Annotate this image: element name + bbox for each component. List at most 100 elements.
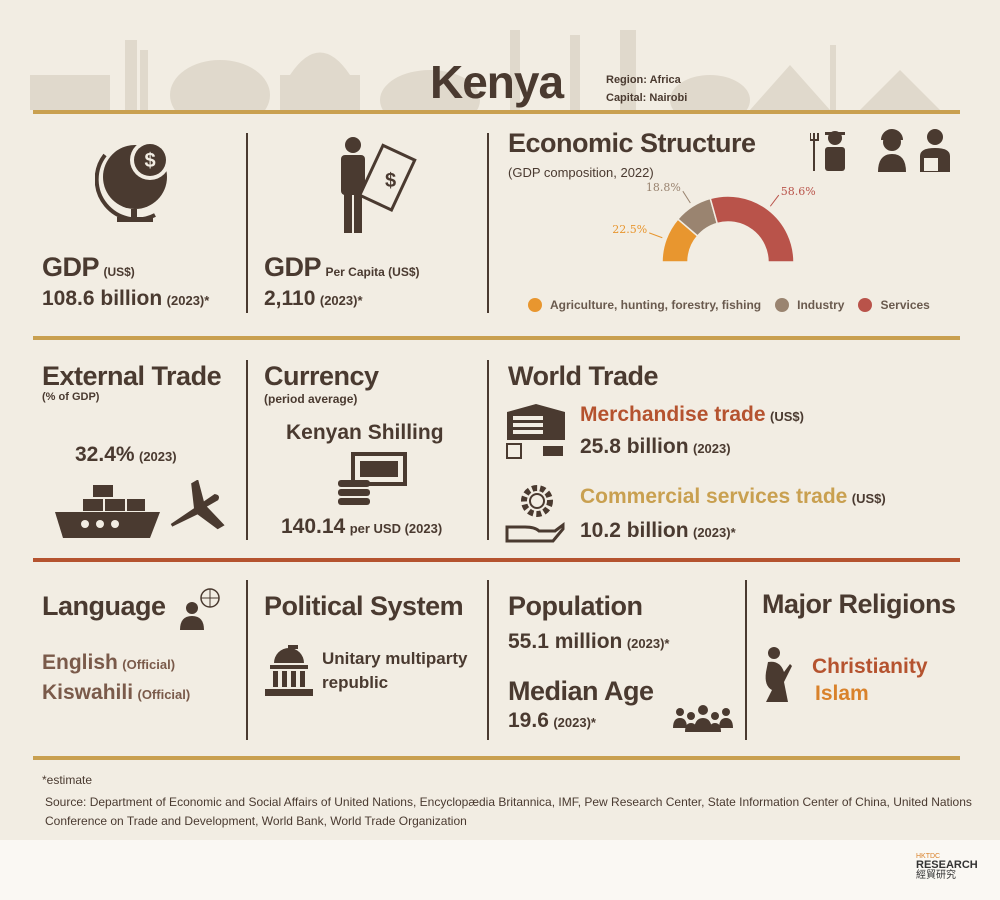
gdp-per-capita-label: GDP	[264, 252, 322, 282]
median-age-title: Median Age	[508, 676, 654, 706]
region-label: Region: Africa	[606, 74, 681, 86]
chart-legend: Agriculture, hunting, forestry, fishing …	[528, 298, 930, 312]
globe-dollar-icon: $	[95, 140, 170, 222]
gdp-per-capita-heading: GDP Per Capita (US$)	[264, 252, 420, 283]
language-item: English (Official)	[42, 651, 175, 675]
population-value: 55.1 million	[508, 630, 623, 653]
legend-swatch-agriculture	[528, 298, 542, 312]
workers-icons	[810, 129, 950, 172]
external-trade-title: External Trade	[42, 361, 222, 391]
construction-worker-icon	[878, 129, 906, 172]
merchandise-trade-year: (2023)	[692, 441, 731, 456]
speaker-globe-icon	[180, 588, 220, 630]
currency-value: 140.14	[281, 515, 346, 538]
government-building-icon	[265, 645, 313, 696]
currency-per: per USD (2023)	[349, 521, 443, 536]
gdp-value-row: 108.6 billion (2023)*	[42, 287, 209, 311]
services-trade-year: (2023)*	[692, 525, 736, 540]
legend-label-services: Services	[880, 298, 930, 312]
label-leader	[769, 194, 780, 207]
legend-swatch-industry	[775, 298, 790, 312]
data-label: 58.6%	[781, 185, 816, 198]
waiter-icon	[920, 129, 950, 172]
population-row: 55.1 million (2023)*	[508, 630, 669, 654]
airplane-icon	[170, 480, 225, 530]
farmer-icon	[810, 131, 845, 171]
gdp-year: (2023)*	[166, 293, 210, 308]
language-item: Kiswahili (Official)	[42, 681, 190, 705]
divider	[33, 558, 960, 562]
cargo-ship-icon	[55, 485, 160, 538]
svg-text:$: $	[385, 170, 396, 192]
external-trade-value: 32.4%	[75, 443, 135, 466]
currency-name: Kenyan Shilling	[286, 421, 444, 444]
divider	[33, 756, 960, 760]
currency-subtitle: (period average)	[264, 392, 358, 406]
gdp-per-capita-value: 2,110	[264, 287, 316, 310]
language-name: English	[42, 651, 118, 674]
legend-label-agriculture: Agriculture, hunting, forestry, fishing	[550, 298, 762, 312]
gdp-unit: (US$)	[103, 265, 135, 279]
political-system-title: Political System	[264, 591, 464, 621]
services-trade-label: Commercial services trade	[580, 485, 848, 508]
estimate-note: *estimate	[42, 773, 93, 787]
currency-title: Currency	[264, 361, 379, 391]
economic-structure-title: Economic Structure	[508, 128, 756, 158]
merchandise-trade-heading: Merchandise trade (US$)	[580, 403, 804, 427]
label-leader	[682, 190, 691, 204]
merchandise-trade-label: Merchandise trade	[580, 403, 766, 426]
world-trade-title: World Trade	[508, 361, 659, 391]
legend-swatch-services	[858, 298, 873, 312]
logo-cn: 經貿研究	[916, 870, 956, 881]
ship-plane-icon	[55, 480, 225, 538]
divider	[487, 580, 489, 740]
services-trade-heading: Commercial services trade (US$)	[580, 485, 886, 509]
gdp-per-capita-year: (2023)*	[319, 293, 363, 308]
population-year: (2023)*	[626, 636, 670, 651]
warehouse-icon	[506, 404, 565, 459]
hktdc-research-logo: HKTDC RESEARCH 經貿研究	[916, 853, 978, 881]
language-name: Kiswahili	[42, 681, 134, 704]
divider	[487, 360, 489, 540]
divider	[246, 133, 248, 313]
services-trade-row: 10.2 billion (2023)*	[580, 519, 736, 543]
language-note: (Official)	[122, 657, 176, 672]
merchandise-trade-unit: (US$)	[770, 409, 804, 424]
divider	[745, 580, 747, 740]
religion-item: Islam	[815, 682, 869, 705]
gdp-heading: GDP (US$)	[42, 252, 135, 283]
political-system-value: Unitary multiparty republic	[322, 649, 468, 692]
gdp-per-capita-unit: Per Capita (US$)	[325, 265, 420, 279]
median-age-row: 19.6 (2023)*	[508, 709, 596, 733]
label-leader	[649, 232, 663, 239]
religions-title: Major Religions	[762, 589, 956, 619]
infographic: Kenya Region: Africa Capital: Nairobi $ …	[0, 0, 1000, 840]
language-note: (Official)	[137, 687, 191, 702]
gdp-value: 108.6 billion	[42, 287, 163, 310]
gear-hand-icon	[505, 485, 565, 543]
people-group-icon	[673, 705, 733, 732]
divider	[246, 580, 248, 740]
divider	[33, 110, 960, 114]
divider	[33, 336, 960, 340]
logo-top: HKTDC	[916, 853, 941, 860]
gdp-composition-chart: 22.5% 18.8% 58.6%	[612, 181, 816, 263]
page-title: Kenya	[430, 56, 564, 108]
svg-text:$: $	[144, 150, 155, 172]
services-trade-value: 10.2 billion	[580, 519, 689, 542]
merchandise-trade-value: 25.8 billion	[580, 435, 689, 458]
median-age-year: (2023)*	[553, 715, 596, 730]
slice-services	[709, 195, 795, 263]
divider	[246, 360, 248, 540]
logo-main: RESEARCH	[916, 859, 978, 871]
data-label: 18.8%	[646, 181, 681, 194]
population-title: Population	[508, 591, 643, 621]
external-trade-year: (2023)	[139, 449, 177, 464]
external-trade-row: 32.4% (2023)	[75, 443, 177, 467]
economic-structure-subtitle: (GDP composition, 2022)	[508, 165, 654, 180]
gdp-per-capita-row: 2,110 (2023)*	[264, 287, 363, 311]
skyline-illustration	[30, 30, 940, 110]
praying-person-icon	[765, 647, 792, 702]
language-title: Language	[42, 591, 166, 621]
religion-item: Christianity	[812, 655, 928, 678]
